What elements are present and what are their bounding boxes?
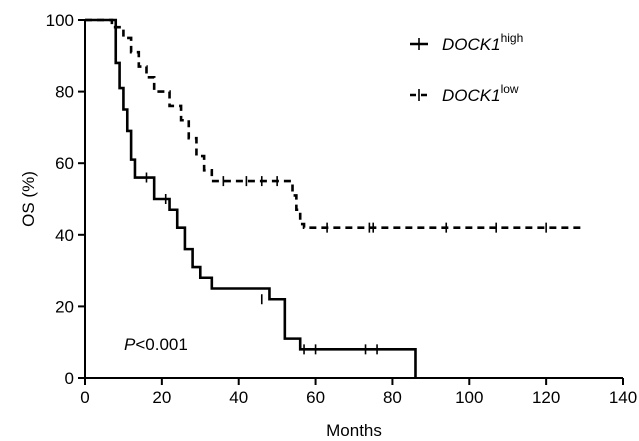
p-label: P: [124, 335, 136, 354]
y-tick-label: 60: [55, 154, 74, 173]
series-line-high: [85, 18, 417, 378]
legend-label-low: DOCK1low: [442, 82, 519, 105]
y-tick-label: 0: [65, 369, 74, 388]
y-tick-label: 80: [55, 83, 74, 102]
p-value: <0.001: [135, 335, 187, 354]
p-value-annotation: P<0.001: [124, 335, 188, 354]
y-tick-label: 100: [46, 11, 74, 30]
y-tick-label: 20: [55, 297, 74, 316]
legend-label-high-base: DOCK1: [442, 35, 501, 54]
x-tick-label: 60: [306, 388, 325, 407]
legend-label-low-base: DOCK1: [442, 86, 501, 105]
series-line-low: [85, 18, 581, 229]
y-tick-label: 40: [55, 226, 74, 245]
x-tick-label: 80: [383, 388, 402, 407]
x-tick-label: 100: [455, 388, 483, 407]
x-tick-label: 0: [80, 388, 89, 407]
legend-label-high-sup: high: [501, 31, 524, 45]
x-axis-title: Months: [326, 421, 382, 440]
legend: DOCK1high DOCK1low: [410, 31, 523, 105]
x-tick-label: 20: [152, 388, 171, 407]
x-tick-label: 40: [229, 388, 248, 407]
x-tick-label: 120: [532, 388, 560, 407]
x-tick-label: 140: [609, 388, 637, 407]
y-axis-title: OS (%): [19, 171, 38, 227]
series-group: [85, 18, 581, 378]
axes: 0 20 40 60 80 100 0 20 40 60 80 100 120 140: [46, 11, 638, 407]
legend-label-high: DOCK1high: [442, 31, 523, 54]
legend-label-low-sup: low: [501, 82, 519, 96]
